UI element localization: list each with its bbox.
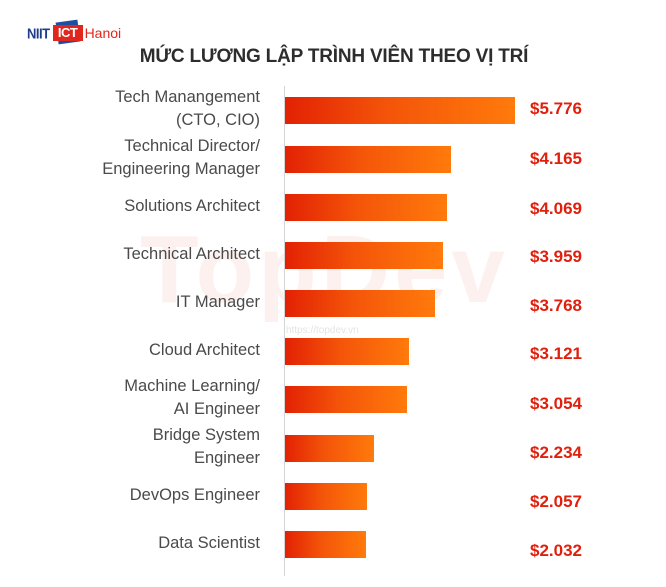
category-label: IT Manager — [20, 291, 260, 314]
category-label-line: Bridge System — [152, 426, 260, 444]
category-label: Technical Architect — [20, 243, 260, 266]
value-label: $2.032 — [530, 541, 582, 560]
category-label-line: IT Manager — [175, 292, 260, 311]
watermark-url: https://topdev.vn — [286, 325, 359, 336]
bar — [285, 194, 447, 221]
value-label: $4.165 — [530, 149, 582, 168]
bar-row: Data Scientist $2.032 — [0, 0, 666, 560]
y-axis-line — [284, 86, 285, 576]
value-label: $3.959 — [530, 247, 582, 266]
category-label-line: Engineering Manager — [102, 160, 260, 178]
category-label-line: Tech Manangement — [115, 88, 260, 106]
bar-row: Bridge System Engineer $2.234 — [0, 0, 666, 467]
category-label-line: Cloud Architect — [149, 340, 260, 359]
value-label: $2.057 — [530, 492, 582, 511]
value-label: $3.768 — [530, 296, 582, 315]
category-label-line: AI Engineer — [173, 400, 260, 418]
category-label: Tech Manangement (CTO, CIO) — [20, 86, 260, 132]
chart-title: MỨC LƯƠNG LẬP TRÌNH VIÊN THEO VỊ TRÍ — [139, 46, 529, 67]
category-label-line: Engineer — [193, 449, 260, 467]
bar-row: Technical Director/Engineering Manager $4… — [0, 0, 666, 178]
logo-ict-text: ICT — [52, 25, 83, 41]
bar — [285, 338, 409, 365]
bar — [285, 290, 435, 317]
category-label-line: Technical Director/ — [124, 137, 260, 155]
value-label: $4.069 — [530, 199, 582, 218]
category-label: Solutions Architect — [20, 195, 260, 218]
category-label-line: Technical Architect — [123, 244, 260, 263]
category-label-line: Machine Learning/ — [124, 377, 260, 395]
bar — [285, 531, 366, 558]
bar — [285, 435, 374, 462]
niit-ict-hanoi-logo: NIIT ICT Hanoi — [27, 19, 122, 45]
category-label: Machine Learning/AI Engineer — [20, 375, 260, 421]
value-label: $5.776 — [530, 99, 582, 118]
category-label-line: (CTO, CIO) — [175, 111, 260, 129]
logo-hanoi-text: Hanoi — [84, 25, 122, 41]
value-label: $3.054 — [530, 394, 582, 413]
bar-row: Machine Learning/AI Engineer $3.054 — [0, 0, 666, 418]
category-label: Data Scientist — [20, 532, 260, 555]
bar — [285, 146, 451, 173]
bar — [285, 97, 515, 124]
bar-row: Solutions Architect $4.069 — [0, 0, 666, 221]
logo-ict-badge: ICT — [52, 19, 83, 45]
logo-niit-text: NIIT — [27, 24, 50, 42]
category-label-line: DevOps Engineer — [129, 485, 260, 504]
category-label: Bridge System Engineer — [20, 424, 260, 470]
bar — [285, 386, 407, 413]
bar-row: Technical Architect $3.959 — [0, 0, 666, 269]
bar — [285, 483, 367, 510]
category-label: DevOps Engineer — [20, 484, 260, 507]
category-label-line: Solutions Architect — [124, 196, 260, 215]
category-label: Technical Director/Engineering Manager — [20, 135, 260, 181]
bar-row: Cloud Architect $3.121 — [0, 0, 666, 365]
category-label: Cloud Architect — [20, 339, 260, 362]
bar-row: Tech Manangement (CTO, CIO) $5.776 — [0, 0, 666, 129]
bar-row: DevOps Engineer $2.057 — [0, 0, 666, 511]
bar — [285, 242, 443, 269]
value-label: $3.121 — [530, 344, 582, 363]
value-label: $2.234 — [530, 443, 582, 462]
bar-row: IT Manager $3.768 — [0, 0, 666, 317]
category-label-line: Data Scientist — [158, 533, 260, 552]
